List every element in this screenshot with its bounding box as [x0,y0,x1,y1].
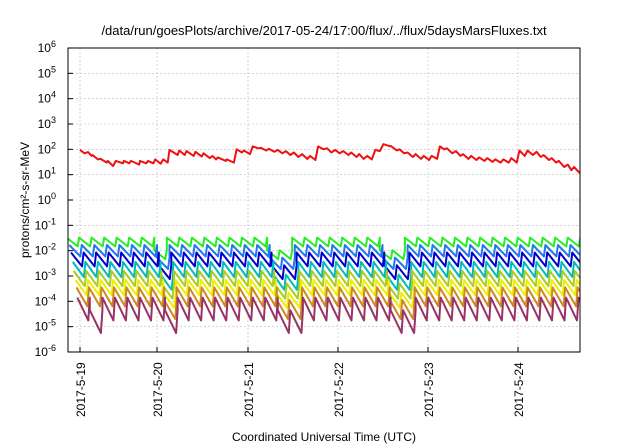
y-tick-exponent: 1 [51,166,56,176]
y-tick-exponent: -5 [48,318,56,328]
y-tick-labels: 10-610-510-410-310-210-11001011021031041… [35,39,73,359]
series-lines [68,143,580,334]
y-tick-label: 10-1 [35,216,56,232]
y-tick-label: 10-6 [35,343,56,359]
y-tick-label: 102 [38,140,56,156]
series-line-9 [76,296,580,334]
y-tick-exponent: 2 [51,140,56,150]
series-line-1 [79,143,580,174]
x-tick-label: 2017-5-23 [422,362,436,417]
series-line-5 [71,260,580,291]
y-tick-label: 105 [38,64,56,80]
y-tick-exponent: 5 [51,64,56,74]
y-tick-exponent: -3 [48,267,56,277]
y-tick-label: 10-2 [35,242,56,258]
y-tick-exponent: -2 [48,242,56,252]
x-tick-labels: 2017-5-19 2017-5-20 2017-5-21 2017-5-22 2017… [74,347,526,417]
series-line-7 [74,279,580,309]
chart-title: /data/run/goesPlots/archive/2017-05-24/1… [101,23,547,38]
y-tick-exponent: -6 [48,343,56,353]
y-tick-label: 101 [38,166,56,182]
y-tick-label: 10-3 [35,267,56,283]
series-line-8 [75,286,580,320]
y-tick-exponent: -1 [48,216,56,226]
x-tick-label: 2017-5-22 [332,362,346,417]
x-axis-label: Coordinated Universal Time (UTC) [232,430,416,444]
y-tick-label: 100 [38,191,56,207]
y-tick-label: 10-4 [35,292,56,308]
y-tick-exponent: 3 [51,115,56,125]
y-tick-exponent: 4 [51,90,56,100]
series-line-4 [70,251,580,281]
x-tick-label: 2017-5-24 [512,362,526,417]
y-tick-label: 106 [38,39,56,55]
x-tick-label: 2017-5-19 [74,362,88,417]
x-tick-label: 2017-5-21 [242,362,256,417]
y-tick-label: 104 [38,90,56,106]
x-tick-label: 2017-5-20 [151,362,165,417]
y-tick-exponent: -4 [48,292,56,302]
y-axis-label: protons/cm²-s-sr-MeV [18,142,32,258]
y-tick-label: 103 [38,115,56,131]
y-tick-exponent: 0 [51,191,56,201]
y-tick-exponent: 6 [51,39,56,49]
y-tick-label: 10-5 [35,318,56,334]
